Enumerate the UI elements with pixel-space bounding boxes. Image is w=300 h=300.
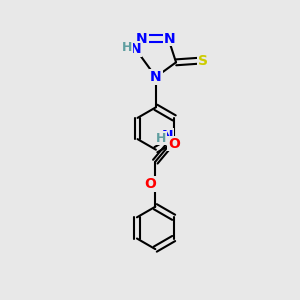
Text: O: O xyxy=(145,177,157,191)
Text: N: N xyxy=(162,129,174,142)
Text: O: O xyxy=(168,136,180,151)
Text: H: H xyxy=(122,41,133,54)
Text: N: N xyxy=(130,42,142,56)
Text: N: N xyxy=(136,32,148,46)
Text: N: N xyxy=(164,32,176,46)
Text: N: N xyxy=(150,70,162,84)
Text: S: S xyxy=(198,54,208,68)
Text: H: H xyxy=(156,132,166,145)
